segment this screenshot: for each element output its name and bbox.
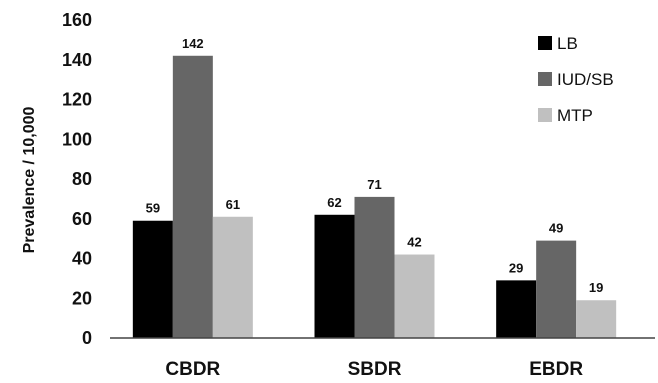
y-tick-label: 40 xyxy=(72,249,92,269)
data-label: 29 xyxy=(509,260,523,275)
bar-lb-ebdr xyxy=(496,280,537,338)
bar-mtp-cbdr xyxy=(212,216,253,338)
legend-swatch xyxy=(538,72,552,86)
data-label: 59 xyxy=(146,201,160,216)
y-tick-label: 120 xyxy=(62,90,92,110)
bar-mtp-sbdr xyxy=(394,254,435,338)
data-label: 19 xyxy=(589,280,603,295)
y-axis-title: Prevalence / 10,000 xyxy=(21,107,38,254)
category-labels: CBDR SBDR EBDR xyxy=(165,359,583,380)
legend-label: MTP xyxy=(557,106,593,125)
y-tick-label: 100 xyxy=(62,129,92,149)
bar-iud-sb-cbdr xyxy=(172,55,213,339)
x-category-label: EBDR xyxy=(529,359,583,380)
data-label: 62 xyxy=(327,195,341,210)
x-category-label: SBDR xyxy=(348,359,402,380)
data-label: 71 xyxy=(367,177,381,192)
bar-mtp-ebdr xyxy=(576,300,617,338)
bar-lb-sbdr xyxy=(314,214,355,338)
data-label: 61 xyxy=(226,197,240,212)
bar-iud-sb-ebdr xyxy=(536,240,577,338)
y-tick-label: 160 xyxy=(62,10,92,30)
y-tick-label: 20 xyxy=(72,288,92,308)
legend-label: LB xyxy=(557,34,578,53)
data-label: 142 xyxy=(182,36,204,51)
data-label: 49 xyxy=(549,221,563,236)
x-category-label: CBDR xyxy=(165,359,220,380)
bar-lb-cbdr xyxy=(132,220,173,338)
data-label: 42 xyxy=(407,235,421,250)
data-labels: 59 142 61 62 71 42 29 49 19 xyxy=(146,36,604,295)
y-axis-ticks: 0 20 40 60 80 100 120 140 160 xyxy=(62,10,92,348)
y-tick-label: 0 xyxy=(82,328,92,348)
legend-swatch xyxy=(538,36,552,50)
legend: LB IUD/SB MTP xyxy=(538,34,614,125)
bar-iud-sb-sbdr xyxy=(354,196,395,338)
y-tick-label: 60 xyxy=(72,209,92,229)
legend-label: IUD/SB xyxy=(557,70,614,89)
y-tick-label: 140 xyxy=(62,50,92,70)
y-tick-label: 80 xyxy=(72,169,92,189)
legend-swatch xyxy=(538,108,552,122)
bars xyxy=(132,55,617,339)
